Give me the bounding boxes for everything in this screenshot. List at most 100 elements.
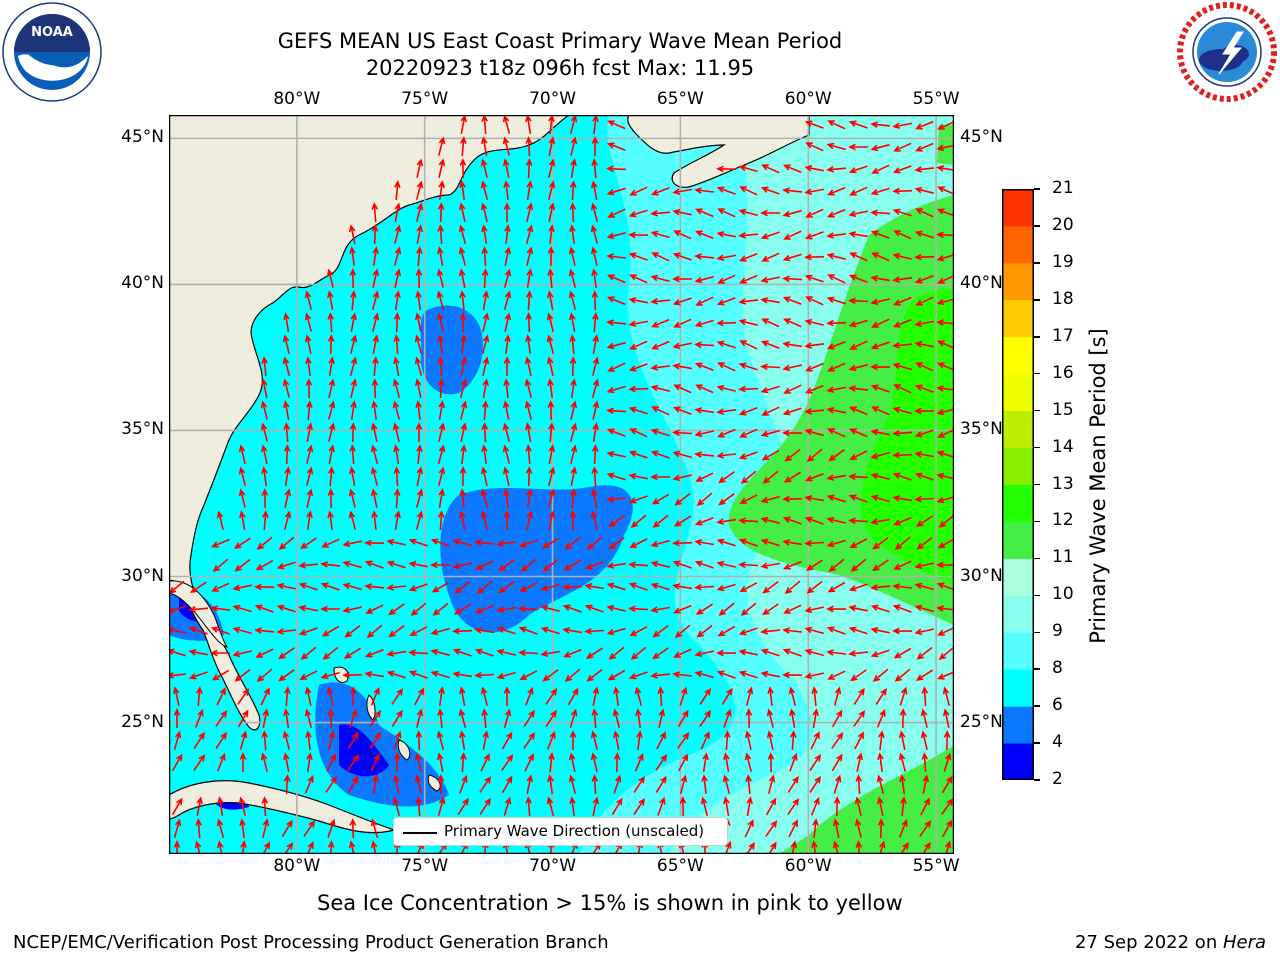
- legend-line-icon: [403, 832, 437, 834]
- wave-direction-arrow: [237, 709, 249, 728]
- wave-direction-arrow: [262, 510, 269, 531]
- wave-direction-arrow: [409, 626, 428, 636]
- wave-direction-arrow: [342, 560, 362, 569]
- wave-direction-arrow: [782, 627, 802, 634]
- wave-direction-arrow: [392, 378, 400, 398]
- colorbar-tick-mark: [1034, 262, 1040, 264]
- wave-direction-arrow: [548, 752, 555, 773]
- wave-direction-arrow: [738, 385, 759, 393]
- wave-direction-arrow: [717, 274, 736, 284]
- wave-direction-arrow: [415, 488, 424, 508]
- wave-direction-arrow: [320, 671, 340, 680]
- wave-direction-arrow: [262, 708, 269, 728]
- wave-direction-arrow: [941, 819, 953, 838]
- wave-direction-arrow: [944, 840, 952, 854]
- wave-direction-arrow: [679, 796, 687, 817]
- wave-direction-arrow: [761, 252, 780, 262]
- wave-direction-arrow: [502, 422, 510, 442]
- wave-direction-arrow: [760, 186, 780, 195]
- wave-direction-arrow: [391, 688, 404, 705]
- wave-direction-arrow: [694, 208, 714, 218]
- wave-direction-arrow: [914, 604, 934, 613]
- wave-direction-arrow: [391, 709, 403, 728]
- wave-direction-arrow: [519, 582, 538, 592]
- wave-direction-arrow: [804, 274, 824, 283]
- wave-direction-arrow: [194, 708, 204, 728]
- wave-direction-arrow: [570, 488, 577, 509]
- wave-direction-arrow: [760, 429, 780, 438]
- wave-direction-arrow: [278, 536, 295, 550]
- wave-direction-arrow: [370, 753, 380, 772]
- wave-direction-arrow: [458, 510, 466, 530]
- wave-direction-arrow: [782, 516, 802, 525]
- colorbar-segment: [1002, 558, 1034, 596]
- wave-direction-arrow: [518, 539, 538, 548]
- wave-direction-arrow: [503, 488, 510, 509]
- wave-direction-arrow: [716, 231, 736, 238]
- wave-direction-arrow: [437, 444, 446, 464]
- wave-direction-arrow: [415, 268, 423, 289]
- wave-direction-arrow: [717, 208, 736, 218]
- wave-direction-arrow: [699, 687, 711, 705]
- wave-direction-arrow: [414, 312, 422, 332]
- wave-direction-arrow: [826, 341, 846, 350]
- wave-direction-arrow: [169, 626, 186, 634]
- wave-direction-arrow: [766, 730, 774, 750]
- wave-direction-arrow: [915, 669, 934, 681]
- lon-label-top: 80°W: [273, 89, 321, 109]
- wave-direction-arrow: [920, 797, 930, 816]
- wave-direction-arrow: [393, 730, 402, 750]
- wave-direction-arrow: [591, 466, 599, 487]
- wave-direction-arrow: [349, 422, 357, 443]
- wave-direction-arrow: [408, 538, 428, 547]
- wave-direction-arrow: [496, 671, 516, 680]
- wave-direction-arrow: [349, 246, 356, 267]
- wave-direction-arrow: [914, 320, 935, 327]
- wave-direction-arrow: [937, 626, 954, 636]
- wave-direction-arrow: [650, 428, 670, 437]
- colorbar-segment: [1002, 632, 1034, 670]
- wave-direction-arrow: [893, 230, 912, 240]
- wave-direction-arrow: [212, 558, 229, 572]
- wave-direction-arrow: [281, 819, 293, 838]
- colorbar-segment: [1002, 743, 1034, 780]
- wave-direction-arrow: [386, 670, 406, 679]
- wave-direction-arrow: [613, 774, 622, 794]
- wave-direction-arrow: [765, 797, 777, 816]
- wave-direction-arrow: [650, 672, 671, 679]
- wave-direction-arrow: [893, 384, 912, 394]
- wave-direction-arrow: [260, 752, 268, 772]
- wave-direction-arrow: [503, 356, 511, 377]
- wave-direction-arrow: [936, 496, 954, 504]
- wave-direction-arrow: [914, 562, 934, 570]
- wave-direction-arrow: [547, 158, 556, 178]
- nova-scotia-land: [627, 115, 810, 188]
- wave-direction-arrow: [826, 296, 846, 305]
- wave-direction-arrow: [804, 495, 825, 502]
- wave-direction-arrow: [304, 312, 313, 332]
- wave-direction-arrow: [804, 231, 824, 240]
- wave-direction-arrow: [518, 605, 539, 613]
- wave-direction-arrows: [169, 115, 954, 854]
- wave-direction-arrow: [591, 444, 599, 465]
- colorbar-tick-mark: [1034, 520, 1040, 523]
- wave-direction-arrow: [870, 143, 890, 152]
- wave-direction-arrow: [591, 158, 598, 179]
- wave-direction-arrow: [393, 312, 401, 333]
- wave-direction-arrow: [738, 648, 758, 656]
- wave-direction-arrow: [848, 231, 869, 238]
- wave-direction-arrow: [321, 538, 340, 548]
- wave-direction-arrow: [327, 334, 335, 355]
- wave-direction-arrow: [804, 606, 824, 614]
- wave-direction-arrow: [570, 444, 578, 464]
- wave-direction-arrow: [438, 180, 445, 201]
- wave-direction-arrow: [782, 341, 803, 348]
- wave-direction-arrow: [812, 818, 819, 838]
- wave-direction-arrow: [234, 558, 251, 572]
- wave-direction-arrow: [481, 334, 490, 354]
- wave-direction-arrow: [828, 449, 845, 462]
- wave-direction-arrow: [694, 253, 715, 260]
- wave-direction-arrow: [716, 254, 737, 261]
- wave-direction-arrow: [386, 560, 406, 569]
- lat-label-right: 40°N: [960, 273, 1003, 294]
